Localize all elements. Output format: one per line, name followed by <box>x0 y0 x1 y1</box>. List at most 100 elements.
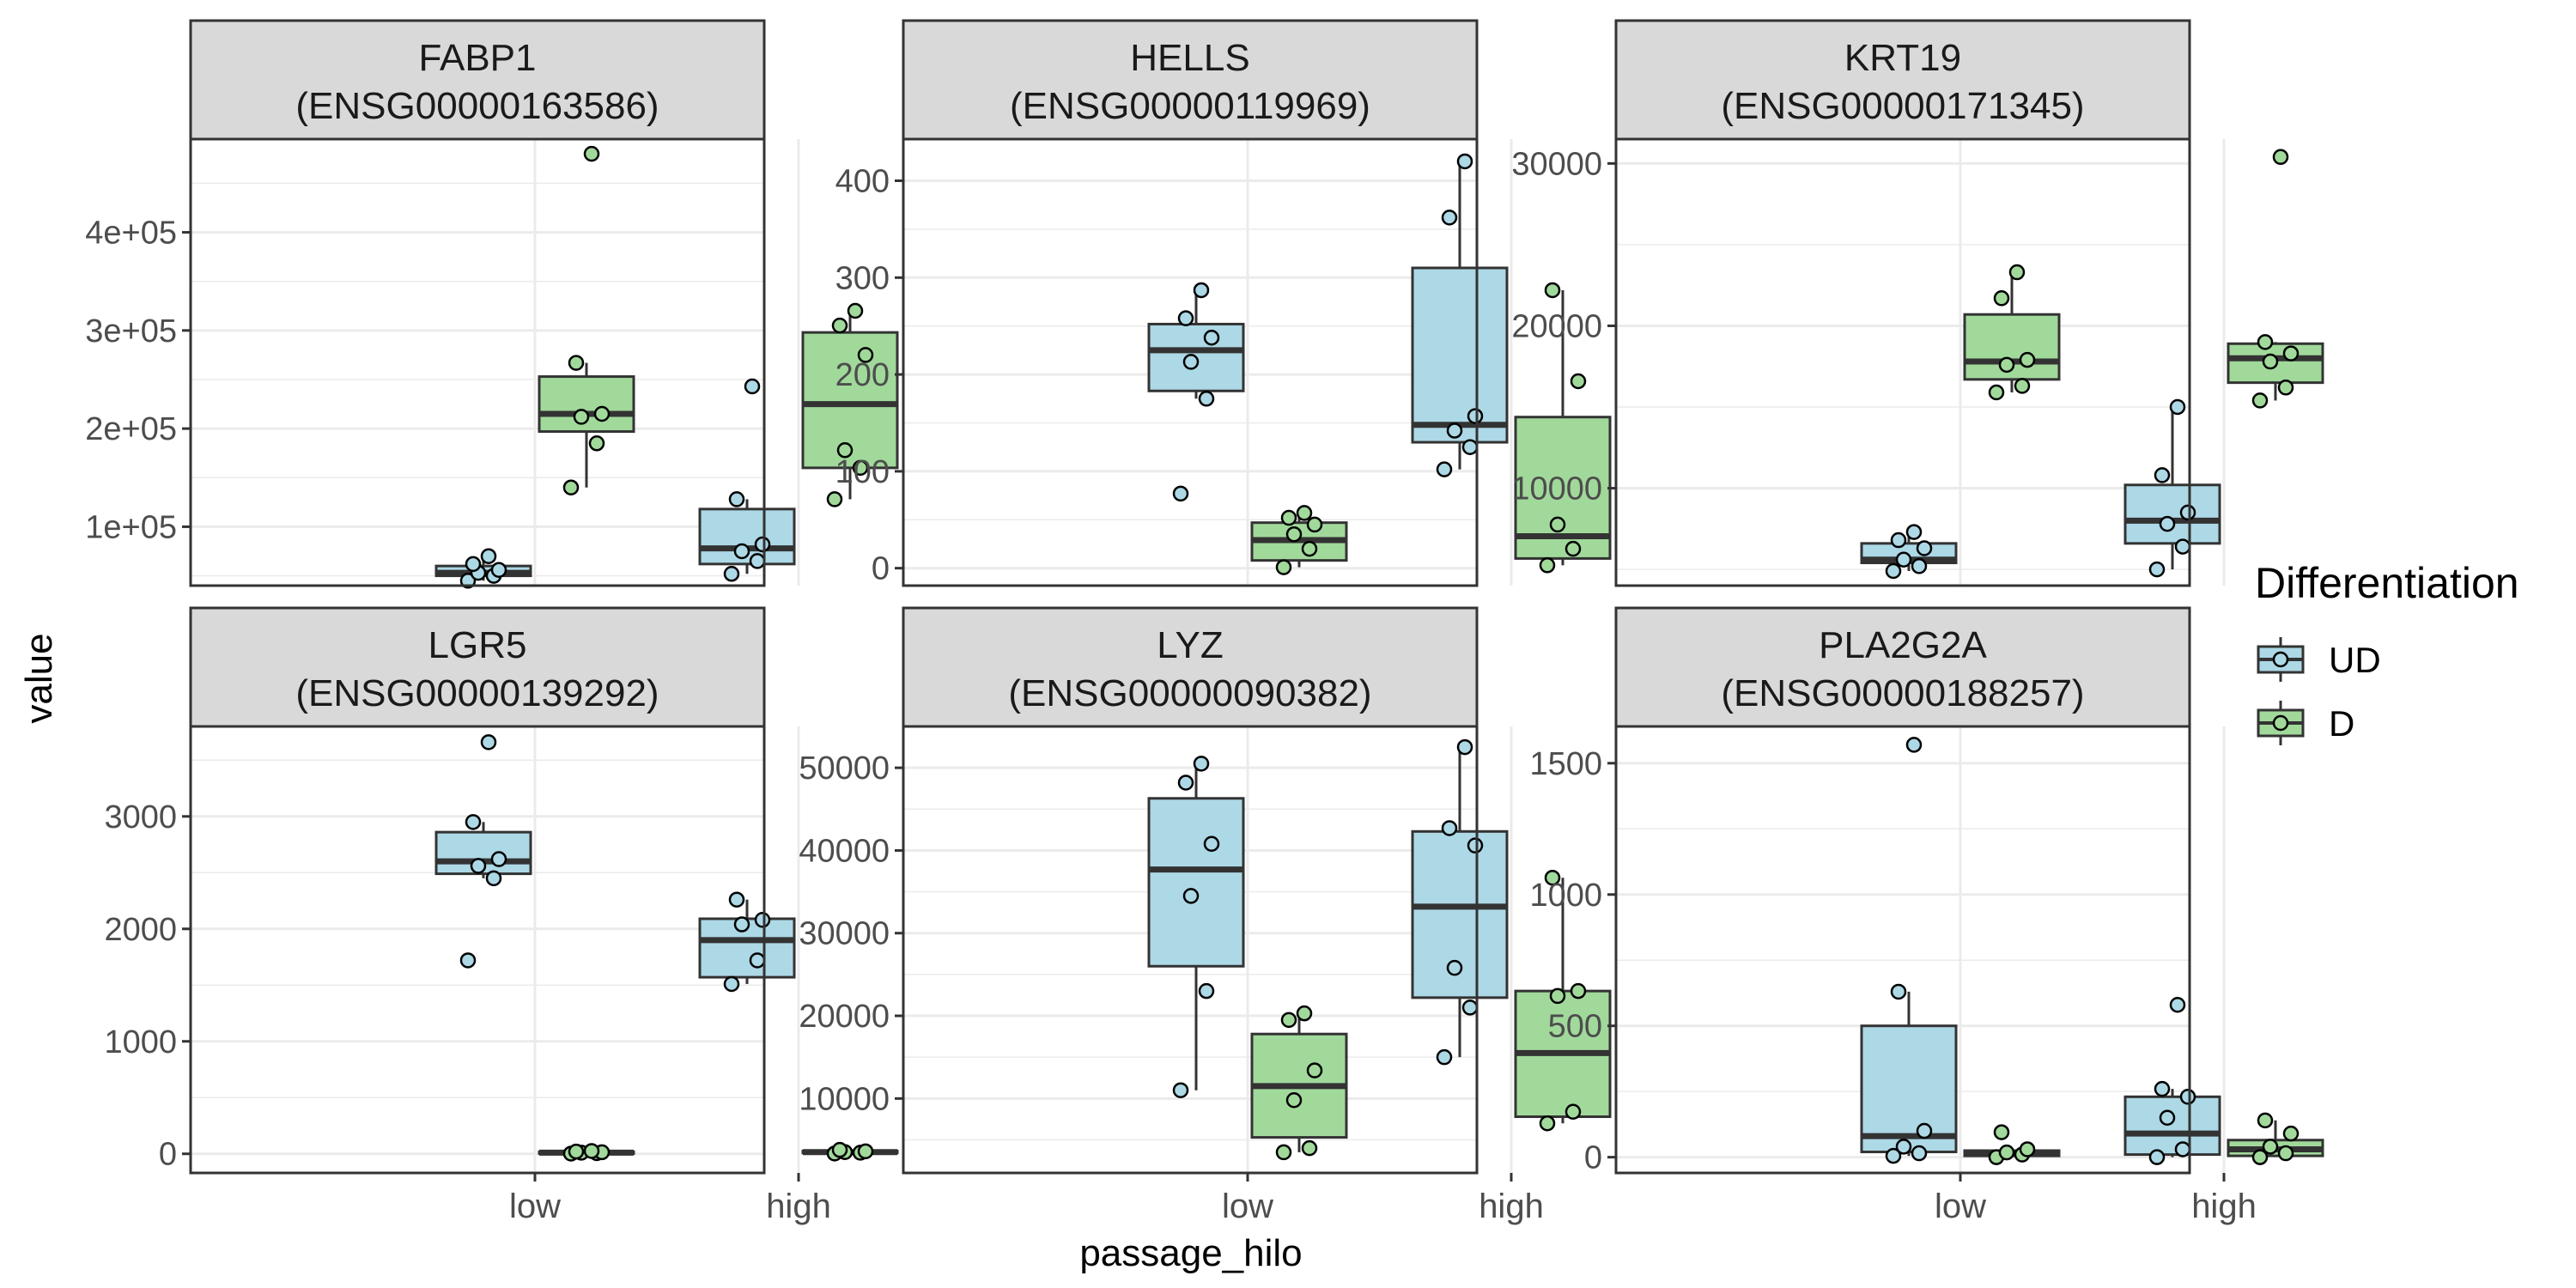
data-point <box>568 355 585 371</box>
panel-border <box>189 137 766 587</box>
data-point <box>1301 540 1318 557</box>
y-tick-label: 10000 <box>799 1081 890 1117</box>
box-low-ud <box>1147 282 1245 502</box>
box-body <box>1860 1024 1958 1154</box>
data-point <box>2262 1139 2279 1155</box>
box-body <box>1411 266 1509 444</box>
box-high-ud <box>698 378 796 582</box>
facet-strip <box>189 19 766 141</box>
facet-gene-label: LYZ <box>1157 624 1223 666</box>
data-point <box>2169 996 2186 1013</box>
facet-gene-label: PLA2G2A <box>1819 624 1987 666</box>
data-point <box>826 491 843 507</box>
x-tick-label: low <box>1935 1188 1986 1225</box>
data-point <box>2154 1080 2171 1097</box>
data-point <box>1911 558 1928 574</box>
data-point <box>1441 210 1458 226</box>
box-high-d <box>801 302 899 507</box>
box-low-d <box>1963 1124 2061 1165</box>
data-point <box>1544 282 1561 299</box>
data-point <box>480 548 497 564</box>
data-point <box>1172 1082 1189 1098</box>
facet-strip <box>189 606 766 728</box>
data-point <box>588 435 605 452</box>
x-tick-label: low <box>1222 1188 1273 1225</box>
data-point <box>1436 461 1453 477</box>
data-point <box>1275 1144 1292 1161</box>
facet-gene-label: LGR5 <box>428 624 527 666</box>
data-point <box>568 1143 585 1160</box>
data-point <box>1998 356 2015 374</box>
panel-border <box>902 137 1479 587</box>
y-tick-label: 10000 <box>1511 471 1602 507</box>
box-high-d <box>2227 1112 2324 1165</box>
data-point <box>1549 516 1566 533</box>
data-point <box>2282 345 2300 361</box>
facet-ensembl-label: (ENSG00000188257) <box>1721 672 2084 714</box>
y-tick-label: 200 <box>835 357 890 393</box>
data-point <box>831 317 848 334</box>
box-low-d <box>538 145 635 495</box>
y-tick-label: 100 <box>835 454 890 490</box>
data-point <box>754 536 771 553</box>
data-point <box>1570 373 1587 390</box>
data-point <box>1461 999 1479 1016</box>
data-point <box>1916 540 1933 556</box>
data-point <box>1446 959 1463 976</box>
data-point <box>1467 837 1484 854</box>
data-point <box>2179 504 2196 521</box>
data-point <box>2277 1145 2294 1162</box>
box-high-ud <box>1411 153 1509 477</box>
x-tick-label: high <box>766 1188 831 1225</box>
box-high-d <box>801 1141 899 1162</box>
y-tick-label: 400 <box>835 164 890 200</box>
data-point <box>1456 738 1473 756</box>
data-point <box>1916 1122 1933 1139</box>
data-point <box>1911 1145 1928 1162</box>
box-high-ud <box>1411 738 1509 1066</box>
legend-key-d <box>2257 701 2305 745</box>
box-low-d <box>1250 505 1348 575</box>
y-tick-label: 40000 <box>799 833 890 869</box>
box-low-ud <box>434 734 532 969</box>
y-tick-label: 3000 <box>104 799 177 835</box>
panel-pla2g2a: PLA2G2A (ENSG00000188257) 0 500 1000 1500 low h… <box>1529 606 2324 1225</box>
box-high-ud <box>698 891 796 993</box>
data-point <box>1441 820 1458 836</box>
data-point <box>1193 282 1210 299</box>
data-point <box>2282 1125 2300 1142</box>
data-point <box>1203 329 1220 346</box>
data-point <box>2272 149 2289 166</box>
data-point <box>2251 392 2269 409</box>
y-tick-label: 1500 <box>1529 746 1602 782</box>
data-point <box>490 851 507 867</box>
data-point <box>749 553 766 569</box>
data-point <box>1280 1012 1297 1029</box>
panel-lyz: LYZ(ENSG00000090382)10000200003000040000… <box>799 606 1612 1225</box>
data-point <box>1890 983 1907 1000</box>
data-point <box>2008 264 2026 281</box>
data-point <box>562 479 580 495</box>
data-point <box>1539 1115 1556 1132</box>
data-point <box>1203 835 1220 852</box>
panel-border <box>189 725 766 1175</box>
data-point <box>1467 408 1484 424</box>
y-tick-label: 4e+05 <box>85 216 177 252</box>
data-point <box>2169 398 2186 416</box>
plot-background <box>191 726 764 1173</box>
box-low-ud <box>1860 524 1958 580</box>
data-point <box>2251 1149 2269 1165</box>
data-point <box>459 952 477 969</box>
data-point <box>2019 351 2036 368</box>
data-point <box>480 734 497 750</box>
y-tick-label: 500 <box>1548 1009 1602 1045</box>
data-point <box>2179 1089 2196 1105</box>
panel-krt19: KRT19 (ENSG00000171345) 10000 20000 30000 <box>1511 19 2324 587</box>
y-tick-label: 1000 <box>104 1024 177 1060</box>
box-body <box>1963 313 2061 381</box>
data-point <box>1993 290 2010 307</box>
box-body <box>1147 797 1245 968</box>
data-point <box>728 491 745 507</box>
data-point <box>1306 516 1323 533</box>
